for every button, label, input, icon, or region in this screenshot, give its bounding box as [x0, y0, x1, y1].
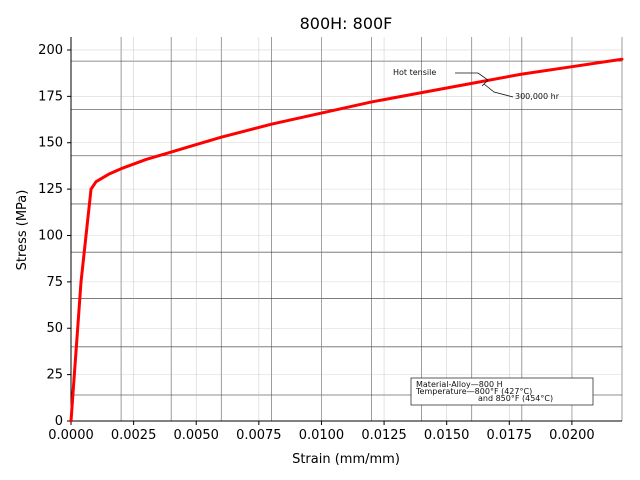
annotation-300000-hr: 300,000 hr: [515, 92, 560, 101]
x-tick-label-3: 0.0075: [236, 428, 282, 443]
plot-background: [71, 37, 622, 421]
legend-box-line-3: and 850°F (454°C): [478, 394, 553, 403]
background-layer: [71, 37, 622, 421]
y-tick-label-0: 0: [55, 414, 63, 429]
y-tick-label-8: 200: [38, 43, 63, 58]
x-tick-label-4: 0.0100: [299, 428, 345, 443]
chart-title: 800H: 800F: [300, 14, 393, 33]
x-tick-label-8: 0.0200: [549, 428, 595, 443]
legend-box-line-1: Material-Alloy—800 H: [416, 380, 503, 389]
y-tick-label-5: 125: [38, 182, 63, 197]
annotation-hot-tensile-leader: [455, 72, 489, 87]
grid-layer: [70, 37, 623, 422]
y-tick-label-2: 50: [46, 321, 63, 336]
x-tick-label-1: 0.0025: [111, 428, 157, 443]
stress-strain-series-line: [69, 57, 624, 423]
y-tick-label-1: 25: [46, 368, 63, 383]
y-tick-label-6: 150: [38, 136, 63, 151]
x-tick-label-5: 0.0125: [361, 428, 407, 443]
y-tick-label-7: 175: [38, 89, 63, 104]
material-temperature-legend-box: [410, 377, 594, 406]
y-tick-label-4: 100: [38, 228, 63, 243]
x-axis-label: Strain (mm/mm): [292, 452, 400, 467]
annotation-layer: Hot tensile 300,000 hr Material-Alloy—800 …: [393, 68, 594, 406]
x-tick-label-2: 0.0050: [173, 428, 219, 443]
y-tick-label-3: 75: [46, 275, 63, 290]
axis-layer: 0.0000 0.0025 0.0050 0.0075 0.0100 0.0125 0.01…: [38, 37, 622, 443]
annotation-300000-hr-leader: [483, 83, 514, 98]
x-tick-label-7: 0.0175: [487, 428, 533, 443]
x-tick-label-0: 0.0000: [48, 428, 94, 443]
annotation-hot-tensile: Hot tensile: [393, 68, 436, 77]
y-axis-label: Stress (MPa): [15, 190, 30, 271]
series-layer: [69, 57, 624, 423]
legend-box-line-2: Temperature—800°F (427°C): [415, 387, 532, 396]
x-tick-label-6: 0.0150: [424, 428, 470, 443]
